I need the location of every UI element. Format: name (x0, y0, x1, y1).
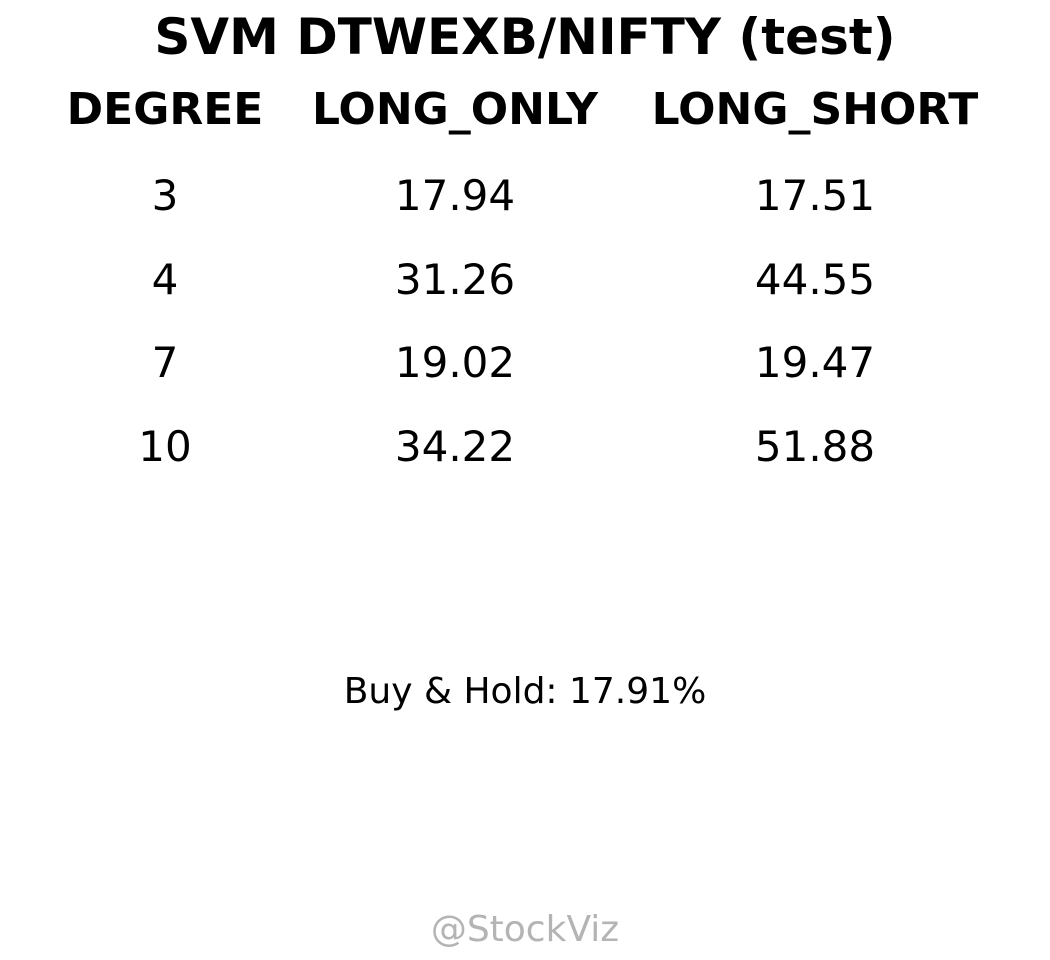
cell-degree: 10 (138, 422, 192, 471)
table-title: SVM DTWEXB/NIFTY (test) (154, 8, 896, 66)
cell-long-only: 31.26 (394, 255, 516, 304)
cell-long-short: 51.88 (754, 422, 876, 471)
buy-hold-note: Buy & Hold: 17.91% (343, 671, 707, 712)
cell-long-only: 34.22 (394, 422, 516, 471)
cell-degree: 7 (151, 338, 179, 387)
cell-degree: 3 (151, 171, 179, 220)
cell-long-short: 44.55 (754, 255, 876, 304)
column-header-degree: DEGREE (66, 84, 264, 135)
column-header-long-only: LONG_ONLY (311, 84, 599, 135)
cell-degree: 4 (151, 255, 179, 304)
cell-long-only: 19.02 (394, 338, 516, 387)
column-header-long-short: LONG_SHORT (651, 84, 979, 135)
cell-long-short: 17.51 (754, 171, 876, 220)
watermark: @StockViz (430, 909, 620, 950)
cell-long-only: 17.94 (394, 171, 516, 220)
cell-long-short: 19.47 (754, 338, 876, 387)
